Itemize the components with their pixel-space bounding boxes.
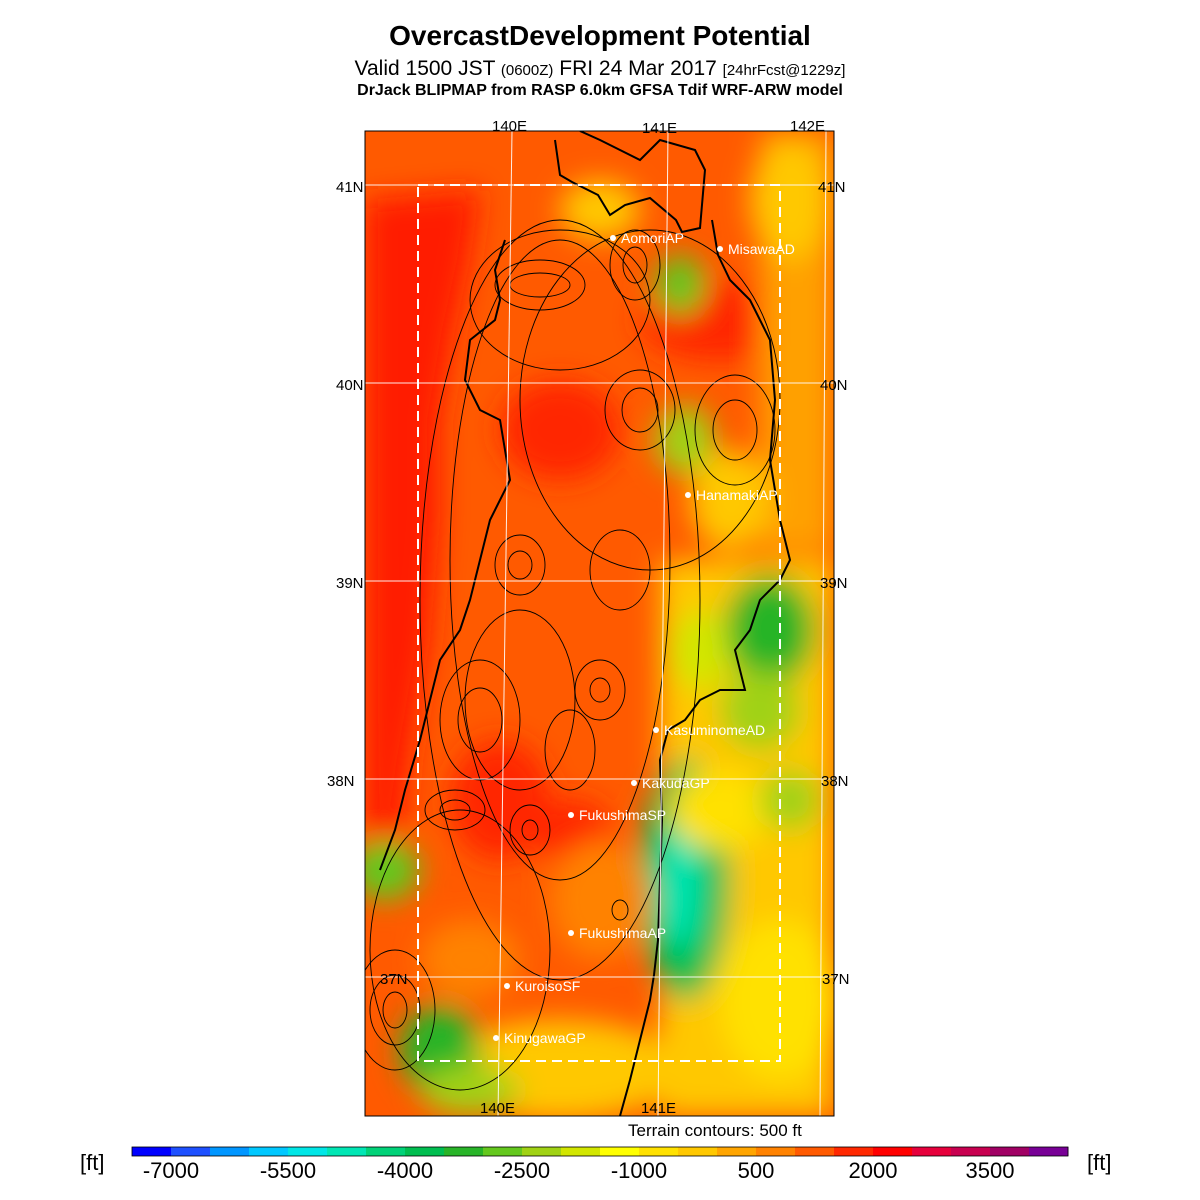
- station-label: FukushimaSP: [579, 807, 666, 823]
- station-label: KakudaGP: [642, 775, 710, 791]
- colorbar-tick-label: 2000: [848, 1158, 898, 1183]
- station-marker: [653, 727, 659, 733]
- colorbar-tick-label: 3500: [965, 1158, 1015, 1183]
- station-label: HanamakiAP: [696, 487, 778, 503]
- station-label: KasuminomeAD: [664, 722, 765, 738]
- colorbar-swatch: [405, 1147, 445, 1156]
- colorbar-outline: [131, 1146, 1069, 1157]
- colorbar-swatch: [756, 1147, 796, 1156]
- valid-time-line: Valid 1500 JST (0600Z) FRI 24 Mar 2017 […: [0, 57, 1200, 81]
- colorbar-tick-label: -1000: [610, 1158, 668, 1183]
- colorbar-swatch: [717, 1147, 757, 1156]
- colorbar-swatch: [639, 1147, 679, 1156]
- colorbar-swatch: [366, 1147, 406, 1156]
- colorbar-swatch: [678, 1147, 718, 1156]
- lat-label-left-4: 37N: [380, 971, 408, 988]
- colorbar-unit-left: [ft]: [80, 1150, 105, 1175]
- station-label: KinugawaGP: [504, 1030, 586, 1046]
- colorbar-tick-label: -5500: [259, 1158, 317, 1183]
- map-title: OvercastDevelopment Potential: [389, 20, 811, 51]
- station-marker: [685, 492, 691, 498]
- terrain-contours: [365, 219, 781, 1091]
- colorbar-tick-label: -2500: [493, 1158, 551, 1183]
- station-marker: [568, 930, 574, 936]
- model-source-line: DrJack BLIPMAP from RASP 6.0km GFSA Tdif…: [357, 82, 843, 99]
- station-marker: [504, 983, 510, 989]
- lon-label-top-1: 141E: [642, 120, 677, 137]
- coastlines: [379, 131, 792, 1116]
- colorbar-swatch: [873, 1147, 913, 1156]
- station-label: MisawaAD: [728, 241, 795, 257]
- stations: AomoriAP MisawaAD HanamakiAP KasuminomeA…: [493, 230, 795, 1046]
- valid-date-text: FRI 24 Mar 2017: [553, 57, 723, 80]
- lat-label-right-4: 37N: [822, 971, 850, 988]
- colorbar-swatch: [444, 1147, 484, 1156]
- colorbar-swatch: [171, 1147, 211, 1156]
- colorbar-swatch: [795, 1147, 835, 1156]
- colorbar: [131, 1146, 1069, 1157]
- station-label: AomoriAP: [621, 230, 684, 246]
- inner-domain-box: [417, 184, 781, 1062]
- lat-label-right-2: 39N: [820, 575, 848, 592]
- station-marker: [493, 1035, 499, 1041]
- map-frame: [364, 130, 835, 1117]
- station-label: KuroisoSF: [515, 978, 580, 994]
- station-marker: [568, 812, 574, 818]
- utc-time: (0600Z): [500, 62, 554, 79]
- colorbar-swatch: [210, 1147, 250, 1156]
- colorbar-swatch: [1029, 1147, 1069, 1156]
- lat-label-right-1: 40N: [820, 377, 848, 394]
- station-marker: [717, 246, 723, 252]
- data-field: [365, 131, 834, 1116]
- colorbar-swatch: [327, 1147, 367, 1156]
- station-marker: [631, 780, 637, 786]
- colorbar-swatch: [600, 1147, 640, 1156]
- valid-time-text: Valid 1500 JST: [354, 57, 501, 80]
- forecast-info: [24hrFcst@1229z]: [722, 62, 846, 79]
- lat-label-right-3: 38N: [821, 773, 849, 790]
- lon-label-top-0: 140E: [492, 118, 527, 135]
- colorbar-swatch: [912, 1147, 952, 1156]
- colorbar-swatch: [483, 1147, 523, 1156]
- lat-label-left-2: 39N: [336, 575, 364, 592]
- colorbar-swatch: [522, 1147, 562, 1156]
- lon-label-bottom-1: 141E: [641, 1100, 676, 1117]
- colorbar-swatch: [951, 1147, 991, 1156]
- colorbar-tick-label: -7000: [142, 1158, 200, 1183]
- station-label: FukushimaAP: [579, 925, 666, 941]
- colorbar-swatch: [288, 1147, 328, 1156]
- colorbar-swatch: [561, 1147, 601, 1156]
- lat-label-left-0: 41N: [336, 179, 364, 196]
- colorbar-tick-label: -4000: [376, 1158, 434, 1183]
- colorbar-tick-label: 500: [737, 1158, 775, 1183]
- lon-label-top-2: 142E: [790, 118, 825, 135]
- axis-labels: 140E 141E 142E 140E 141E 41N 40N 39N 38N…: [327, 118, 850, 1117]
- lat-label-left-3: 38N: [327, 773, 355, 790]
- colorbar-swatch: [249, 1147, 289, 1156]
- lat-label-left-1: 40N: [336, 377, 364, 394]
- colorbar-swatch: [132, 1147, 172, 1156]
- lon-label-bottom-0: 140E: [480, 1100, 515, 1117]
- terrain-contour-note: Terrain contours: 500 ft: [628, 1121, 802, 1140]
- station-marker: [610, 235, 616, 241]
- colorbar-swatch: [990, 1147, 1030, 1156]
- lat-label-right-0: 41N: [818, 179, 846, 196]
- colorbar-unit-right: [ft]: [1087, 1150, 1112, 1175]
- colorbar-swatch: [834, 1147, 874, 1156]
